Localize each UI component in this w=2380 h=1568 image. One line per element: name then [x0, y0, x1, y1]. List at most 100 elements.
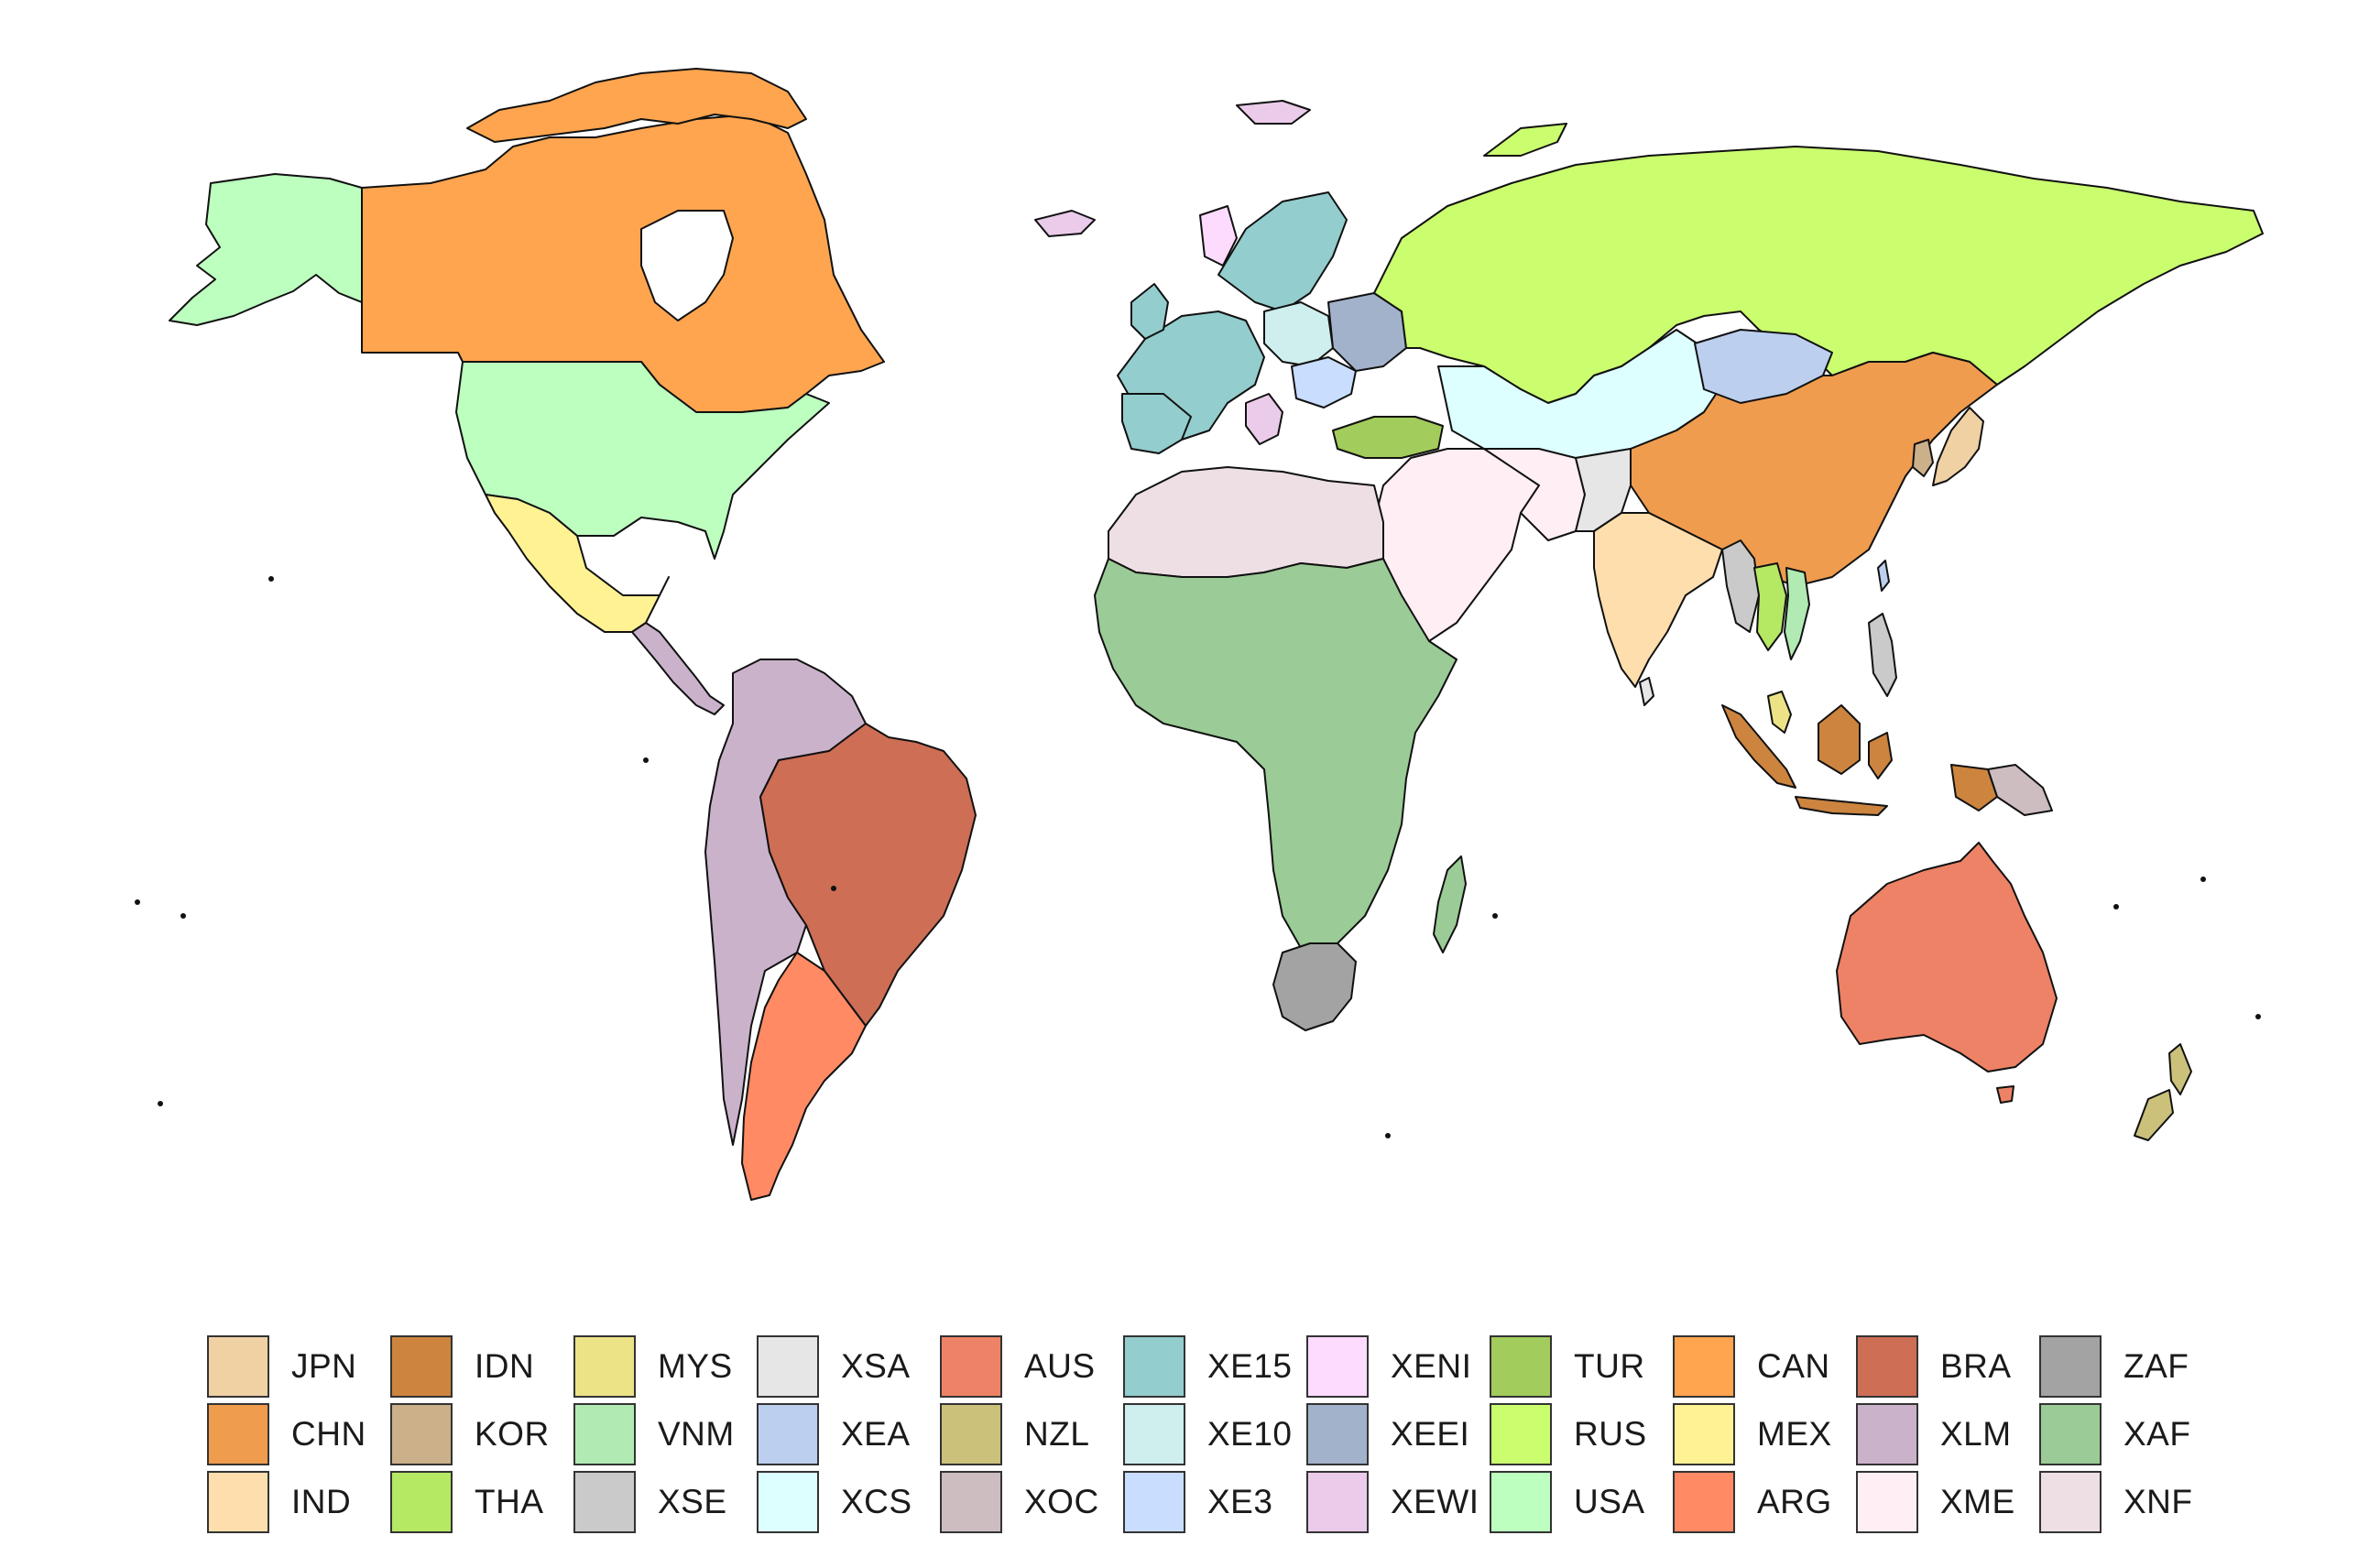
legend-item-xeni: XENI [1306, 1333, 1490, 1400]
legend-label: USA [1574, 1483, 1645, 1520]
region-xe15-uk [1130, 283, 1169, 340]
legend-swatch [1123, 1335, 1185, 1398]
region-xea-taiwan [1877, 560, 1890, 592]
legend-label: XE10 [1207, 1415, 1293, 1453]
region-xea-mongolia [1694, 329, 1833, 404]
legend-item-xe10: XE10 [1123, 1400, 1306, 1468]
legend-item-tur: TUR [1490, 1333, 1673, 1400]
legend-swatch [1490, 1335, 1552, 1398]
legend-swatch [1490, 1403, 1552, 1465]
legend-label: XSE [658, 1483, 727, 1520]
region-xlm-central [631, 622, 725, 715]
region-usa-alaska [169, 173, 363, 326]
legend-swatch [940, 1403, 1002, 1465]
region-can-islands [466, 68, 807, 143]
legend-item-arg: ARG [1673, 1468, 1856, 1536]
region-bra [759, 723, 977, 1027]
legend-swatch [757, 1335, 819, 1398]
legend-label: XENI [1391, 1347, 1472, 1385]
legend-swatch [940, 1335, 1002, 1398]
legend-item-tha: THA [390, 1468, 573, 1536]
region-xeni [1199, 205, 1238, 267]
legend-label: XCS [841, 1483, 912, 1520]
region-ind [1593, 512, 1723, 688]
region-xe15-scandinavia [1217, 191, 1348, 312]
legend-swatch [1306, 1335, 1369, 1398]
islet-mark [180, 913, 186, 919]
legend-label: XOC [1024, 1483, 1099, 1520]
legend-swatch [757, 1471, 819, 1533]
legend-swatch [1673, 1471, 1735, 1533]
legend-swatch [940, 1471, 1002, 1533]
legend-item-xcs: XCS [757, 1468, 940, 1536]
legend-swatch [390, 1403, 453, 1465]
islet-mark [1385, 1133, 1391, 1138]
legend-item-idn: IDN [390, 1333, 573, 1400]
region-jpn [1932, 407, 1984, 486]
legend-item-xe3: XE3 [1123, 1468, 1306, 1536]
legend-item-xsa: XSA [757, 1333, 940, 1400]
region-idn-papua [1950, 764, 1998, 811]
legend-swatch [2039, 1335, 2102, 1398]
region-kor [1912, 439, 1934, 477]
legend-swatch [1123, 1403, 1185, 1465]
legend-swatch [1856, 1403, 1918, 1465]
legend-item-nzl: NZL [940, 1400, 1123, 1468]
legend-label: XME [1940, 1483, 2015, 1520]
legend-label: XE15 [1207, 1347, 1293, 1385]
legend-label: XNF [2123, 1483, 2193, 1520]
islet-mark [1492, 913, 1498, 919]
legend-label: XSA [841, 1347, 911, 1385]
region-nzl-south [2134, 1089, 2174, 1141]
legend-label: KOR [475, 1415, 550, 1453]
region-idn-sumatra [1721, 704, 1796, 789]
legend-item-xnf: XNF [2039, 1468, 2222, 1536]
region-xewi-iceland [1034, 210, 1096, 237]
legend-swatch [757, 1403, 819, 1465]
legend-item-bra: BRA [1856, 1333, 2039, 1400]
islet-mark [135, 899, 140, 905]
legend-label: TUR [1574, 1347, 1645, 1385]
legend-label: VNM [658, 1415, 735, 1453]
legend-swatch [1856, 1471, 1918, 1533]
legend-swatch [1673, 1403, 1735, 1465]
legend-item-usa: USA [1490, 1468, 1673, 1536]
legend-label: CAN [1757, 1347, 1830, 1385]
legend-item-xlm: XLM [1856, 1400, 2039, 1468]
region-tha [1753, 562, 1787, 651]
region-xe10 [1263, 301, 1334, 367]
legend-item-xewi: XEWI [1306, 1468, 1490, 1536]
region-arg [741, 952, 867, 1201]
region-idn-java [1795, 796, 1888, 816]
region-xewi [1245, 393, 1283, 445]
region-tur [1332, 416, 1444, 459]
legend-item-chn: CHN [207, 1400, 390, 1468]
legend-item-can: CAN [1673, 1333, 1856, 1400]
legend-label: IDN [475, 1347, 535, 1385]
legend-item-kor: KOR [390, 1400, 573, 1468]
region-aus [1836, 842, 2058, 1073]
islet-mark [831, 886, 836, 891]
legend-swatch [207, 1403, 269, 1465]
legend-label: ARG [1757, 1483, 1832, 1520]
legend-item-aus: AUS [940, 1333, 1123, 1400]
world-map-svg [135, 68, 2264, 1201]
islet-mark [2113, 904, 2119, 909]
region-xsa-srilanka [1639, 677, 1654, 706]
map-legend: JPN CHN IND IDN KOR THA MYS VNM XSE XSA XEA XCS AUS N… [207, 1333, 2222, 1545]
legend-label: XAF [2123, 1415, 2191, 1453]
legend-label: NZL [1024, 1415, 1090, 1453]
islet-mark [158, 1101, 163, 1106]
legend-swatch [1306, 1471, 1369, 1533]
legend-swatch [390, 1335, 453, 1398]
legend-label: AUS [1024, 1347, 1096, 1385]
legend-item-xaf: XAF [2039, 1400, 2222, 1468]
legend-label: JPN [291, 1347, 357, 1385]
legend-item-xoc: XOC [940, 1468, 1123, 1536]
legend-item-vnm: VNM [573, 1400, 757, 1468]
legend-item-xme: XME [1856, 1468, 2039, 1536]
legend-label: XEEI [1391, 1415, 1470, 1453]
region-xnf [1108, 466, 1384, 578]
region-xe3 [1291, 356, 1357, 408]
region-nzl-north [2168, 1043, 2192, 1095]
